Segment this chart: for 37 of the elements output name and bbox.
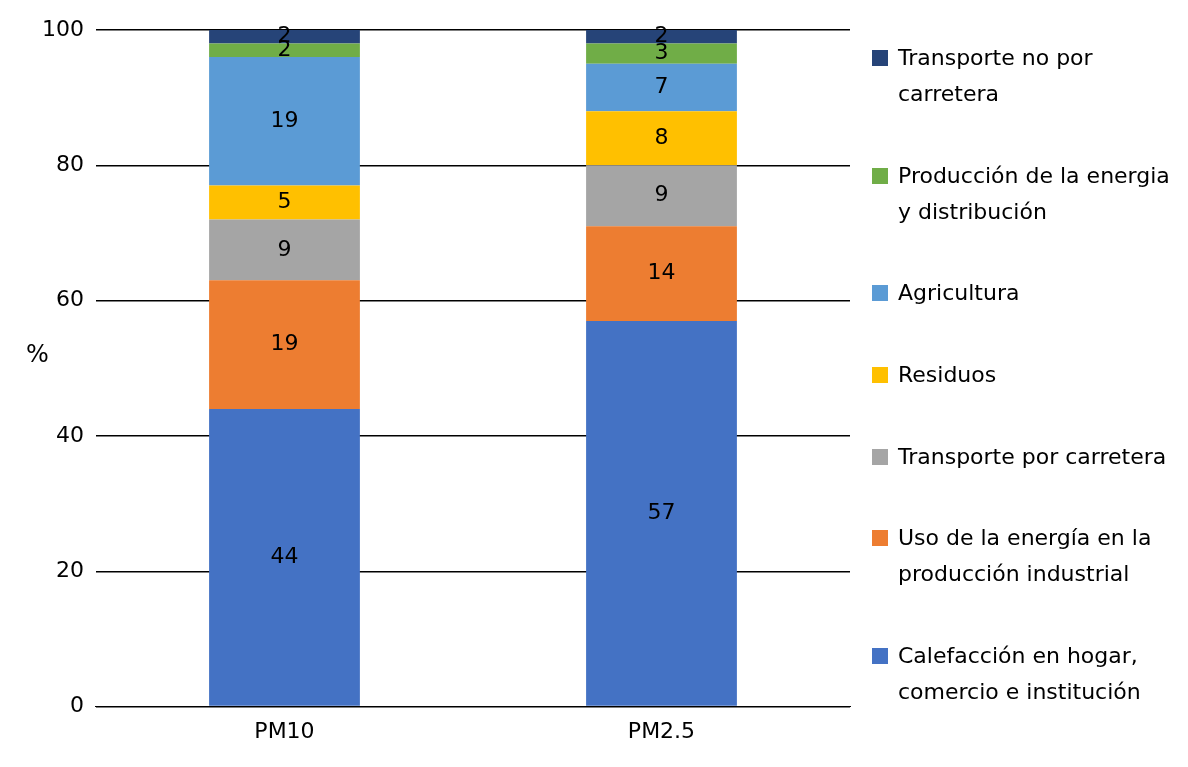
legend-label: Transporte no por carretera xyxy=(898,44,1094,108)
legend-label: Uso de la energía en la producción industrial xyxy=(898,524,1153,589)
data-label: 19 xyxy=(270,330,299,356)
legend-label: Agricultura xyxy=(898,279,1020,308)
x-tick-label: PM2.5 xyxy=(627,717,696,743)
data-label: 5 xyxy=(277,188,292,214)
y-tick-label: 60 xyxy=(55,286,84,312)
data-label: 7 xyxy=(654,73,669,99)
legend-label: Transporte por carretera xyxy=(898,442,1167,471)
data-label: 57 xyxy=(647,499,676,525)
bar xyxy=(586,226,737,321)
bar xyxy=(209,219,360,281)
data-label: 8 xyxy=(654,123,669,149)
data-label: 44 xyxy=(270,543,299,569)
y-tick-label: 0 xyxy=(69,692,84,718)
bar xyxy=(209,185,360,220)
data-label: 9 xyxy=(277,235,292,261)
data-label: 19 xyxy=(270,107,299,133)
bar xyxy=(209,408,360,706)
y-tick-label: 20 xyxy=(55,557,84,582)
y-axis-title: % xyxy=(26,340,49,368)
bar xyxy=(586,43,737,64)
data-label: 14 xyxy=(647,259,676,285)
legend-label: Residuos xyxy=(898,360,997,389)
bar xyxy=(586,320,737,706)
data-label: 9 xyxy=(654,181,669,207)
bar xyxy=(586,165,737,227)
bar xyxy=(586,63,737,112)
bar xyxy=(586,111,737,166)
bar xyxy=(209,57,360,186)
y-tick-label: 40 xyxy=(55,421,84,447)
bar xyxy=(209,280,360,409)
legend-label: Calefacción en hogar, comercio e institución xyxy=(898,641,1142,706)
y-tick-label: 80 xyxy=(55,151,84,177)
x-tick-label: PM10 xyxy=(254,717,315,743)
legend-label: Producción de la energia y distribución xyxy=(898,161,1171,226)
y-tick-label: 100 xyxy=(41,15,84,41)
